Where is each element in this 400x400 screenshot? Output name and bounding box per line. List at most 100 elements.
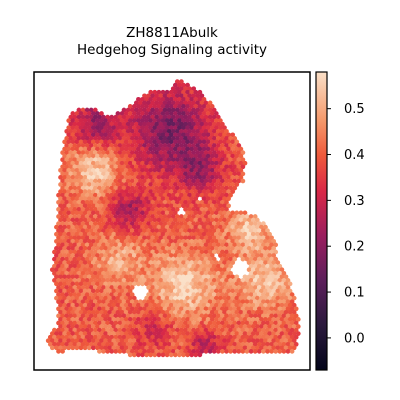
spot	[142, 334, 147, 340]
spot	[166, 164, 172, 170]
spot	[105, 214, 110, 219]
spot	[273, 285, 279, 290]
spot	[156, 139, 162, 145]
spot	[162, 171, 168, 177]
spot	[201, 331, 207, 336]
spot	[45, 338, 51, 344]
spot	[256, 278, 262, 283]
spot	[70, 111, 76, 116]
spot	[84, 157, 90, 163]
spot	[115, 217, 121, 223]
spot	[72, 270, 78, 276]
spot	[199, 285, 205, 290]
spot	[246, 302, 252, 308]
spot	[152, 146, 158, 152]
spot	[197, 331, 203, 336]
spot	[234, 345, 240, 351]
spot	[142, 136, 147, 141]
spot	[78, 338, 84, 344]
spot	[60, 192, 65, 198]
spot	[113, 242, 119, 248]
spot	[201, 253, 207, 258]
spot	[129, 292, 135, 297]
spot	[213, 167, 219, 173]
spot	[205, 160, 211, 166]
spot	[179, 107, 184, 113]
spot	[287, 288, 293, 294]
spot	[119, 309, 125, 315]
spot	[129, 228, 135, 234]
spot	[121, 157, 127, 163]
spot	[238, 246, 244, 251]
spot	[218, 210, 223, 216]
spot	[236, 164, 242, 170]
spot	[232, 171, 238, 177]
spot	[205, 338, 211, 344]
spot	[185, 125, 190, 131]
spot	[203, 164, 209, 170]
spot	[193, 153, 199, 159]
spot	[238, 345, 244, 351]
spot	[74, 281, 80, 287]
spot	[203, 249, 209, 255]
spot	[162, 114, 168, 120]
spot	[179, 327, 184, 333]
spot	[232, 299, 238, 305]
spot	[259, 317, 264, 322]
spot	[183, 249, 188, 255]
spot	[146, 100, 151, 106]
spot	[84, 270, 90, 276]
spot	[140, 331, 145, 336]
spot	[88, 207, 94, 212]
spot	[199, 199, 205, 205]
spot	[68, 207, 74, 212]
spot	[211, 107, 217, 113]
spot	[158, 185, 164, 191]
spot	[129, 178, 135, 184]
spot	[281, 341, 287, 347]
spot	[193, 267, 199, 273]
spot	[117, 256, 123, 262]
spot	[58, 338, 63, 344]
spot	[267, 246, 272, 251]
spot	[119, 253, 125, 258]
spot	[191, 107, 197, 113]
spot	[203, 270, 209, 276]
spot	[97, 171, 102, 177]
spot	[252, 242, 258, 248]
spot	[181, 309, 186, 315]
spot	[95, 267, 100, 273]
spot	[111, 189, 117, 194]
spot	[191, 228, 197, 234]
spot	[181, 104, 186, 109]
spot	[154, 327, 160, 333]
spot	[230, 132, 236, 138]
spot	[74, 274, 80, 280]
spot	[154, 199, 160, 205]
spot	[285, 285, 291, 290]
spot	[70, 253, 76, 258]
spot	[115, 324, 121, 329]
spot	[203, 278, 209, 283]
spot	[218, 118, 223, 123]
spot	[215, 299, 221, 305]
spot	[127, 352, 133, 358]
spot	[160, 203, 166, 209]
spot	[166, 171, 172, 177]
spot	[263, 231, 268, 237]
spot	[136, 182, 141, 187]
spot	[115, 118, 121, 123]
spot	[168, 210, 174, 216]
spot	[156, 175, 162, 180]
spot	[181, 167, 186, 173]
spot	[193, 96, 199, 102]
spot	[56, 349, 61, 354]
spot	[125, 107, 131, 113]
spot	[117, 121, 123, 127]
spot	[166, 214, 172, 219]
spot	[60, 199, 65, 205]
spot	[92, 292, 98, 297]
spot	[123, 146, 129, 152]
spot	[160, 189, 166, 194]
spot	[80, 320, 86, 326]
